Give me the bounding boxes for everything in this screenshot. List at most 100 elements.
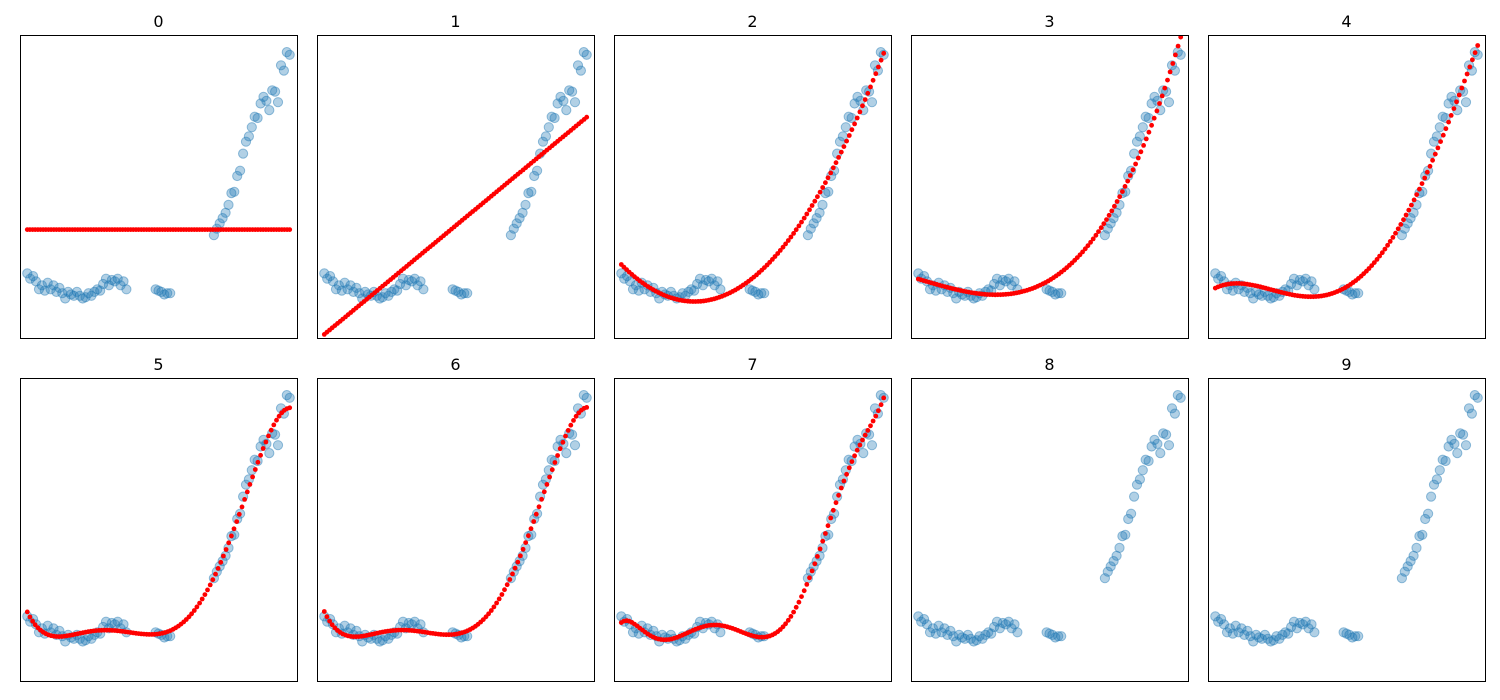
data-point xyxy=(1248,293,1259,304)
data-point xyxy=(1134,474,1146,485)
data-point xyxy=(1108,556,1119,567)
data-point xyxy=(913,611,924,622)
data-point xyxy=(575,65,587,76)
fit-point xyxy=(1167,69,1173,75)
data-point xyxy=(1350,631,1361,642)
data-point xyxy=(1265,636,1276,647)
data-point xyxy=(1256,290,1268,301)
fit-point xyxy=(568,422,574,428)
fit-point xyxy=(518,553,523,559)
data-point xyxy=(633,285,644,296)
fit-point xyxy=(1125,178,1131,184)
fit-point xyxy=(777,248,783,253)
data-point xyxy=(345,280,356,291)
data-point xyxy=(281,390,292,401)
data-point xyxy=(217,213,228,224)
fit-point xyxy=(862,97,868,102)
data-point xyxy=(1460,97,1472,108)
data-point xyxy=(619,273,630,284)
fit-point xyxy=(812,561,818,567)
data-point xyxy=(65,289,77,300)
fit-point xyxy=(560,439,566,445)
data-point xyxy=(48,623,59,634)
fit-point xyxy=(1112,203,1117,209)
fit-point xyxy=(234,519,240,524)
data-point xyxy=(100,616,112,627)
fit-point xyxy=(1130,167,1136,173)
data-point xyxy=(1140,111,1151,122)
data-point xyxy=(689,285,700,296)
data-point xyxy=(567,429,578,440)
data-point xyxy=(112,273,123,284)
fit-point xyxy=(870,418,876,424)
fit-point xyxy=(507,577,513,582)
data-point xyxy=(1300,616,1311,627)
data-point xyxy=(823,186,834,197)
data-point xyxy=(572,60,584,71)
fit-point xyxy=(857,442,863,448)
data-point xyxy=(77,293,88,304)
fit-point xyxy=(1438,139,1443,145)
data-point xyxy=(60,293,71,304)
fit-point xyxy=(210,577,216,583)
fit-point xyxy=(1464,71,1470,77)
data-point xyxy=(118,619,129,630)
fit-point xyxy=(247,482,253,487)
fit-point xyxy=(565,428,571,433)
data-point xyxy=(1006,623,1017,634)
fit-point xyxy=(324,614,330,620)
plot-area xyxy=(616,390,889,647)
data-point xyxy=(529,170,540,182)
fit-point xyxy=(1104,217,1109,223)
fit-point xyxy=(1127,173,1133,178)
data-point xyxy=(1175,392,1186,403)
data-point xyxy=(866,97,878,108)
data-point xyxy=(1126,508,1137,519)
data-point xyxy=(275,60,287,71)
data-point xyxy=(1146,441,1157,452)
data-point xyxy=(697,280,709,291)
data-point xyxy=(409,616,420,627)
data-point xyxy=(360,286,371,297)
data-point xyxy=(1253,632,1265,643)
fit-point xyxy=(865,90,871,96)
fit-point xyxy=(27,614,33,620)
data-point xyxy=(1469,390,1480,401)
data-point xyxy=(377,635,388,646)
data-point xyxy=(1256,633,1268,644)
fit-point xyxy=(510,571,515,577)
data-point xyxy=(1455,428,1466,439)
data-point xyxy=(392,285,403,296)
data-point xyxy=(1259,629,1271,641)
data-point xyxy=(1446,91,1457,103)
fit-point xyxy=(1165,77,1170,83)
data-point xyxy=(1452,448,1463,459)
data-point xyxy=(418,284,429,295)
fit-point xyxy=(221,553,226,559)
plot-area xyxy=(319,47,592,337)
fit-point xyxy=(1162,85,1168,91)
data-point xyxy=(284,392,295,403)
data-point xyxy=(409,273,420,284)
data-point xyxy=(1009,619,1020,630)
fit-point xyxy=(1393,230,1398,236)
data-point xyxy=(558,95,569,107)
data-point xyxy=(1309,284,1320,295)
fit-point xyxy=(539,496,544,502)
data-point xyxy=(508,223,519,234)
fit-point xyxy=(1387,239,1393,244)
data-point xyxy=(1230,620,1241,631)
subplot-1: 1 xyxy=(317,12,595,339)
fit-point xyxy=(1424,169,1430,175)
fit-point xyxy=(785,238,791,243)
data-point xyxy=(747,285,758,296)
data-point xyxy=(627,627,639,638)
fit-point xyxy=(857,109,863,115)
data-point xyxy=(403,617,414,629)
data-point xyxy=(808,218,819,229)
data-point xyxy=(974,631,985,642)
data-point xyxy=(1242,625,1253,637)
data-point xyxy=(1402,561,1413,572)
data-point xyxy=(692,278,703,290)
